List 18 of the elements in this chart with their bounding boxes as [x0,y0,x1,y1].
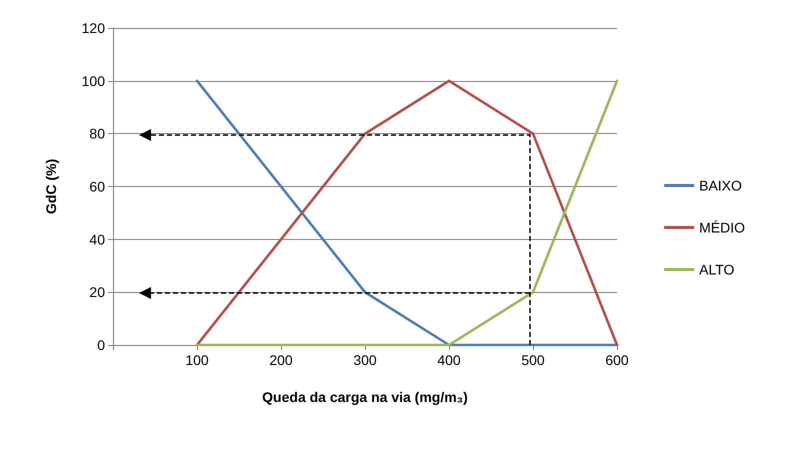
y-tick-label: 40 [89,231,106,248]
y-tick-label: 100 [82,72,106,89]
x-tick-label: 300 [353,352,377,368]
legend-label: BAIXO [699,178,742,194]
x-tick-label: 500 [521,352,545,368]
y-tick-label: 0 [97,337,106,353]
x-tick-label: 400 [437,352,461,368]
x-tick-label: 100 [185,352,209,368]
y-axis-title: GdC (%) [43,158,59,214]
legend-label: MÉDIO [699,220,746,236]
x-axis-title: Queda da carga na via (mg/m₃) [262,389,468,405]
y-tick-label: 80 [89,126,106,142]
y-tick-label: 60 [89,178,106,194]
y-tick-label: 120 [82,20,106,36]
legend-label: ALTO [699,262,734,278]
y-tick-label: 20 [89,284,106,300]
x-tick-label: 200 [269,352,293,368]
x-tick-label: 600 [605,352,629,368]
